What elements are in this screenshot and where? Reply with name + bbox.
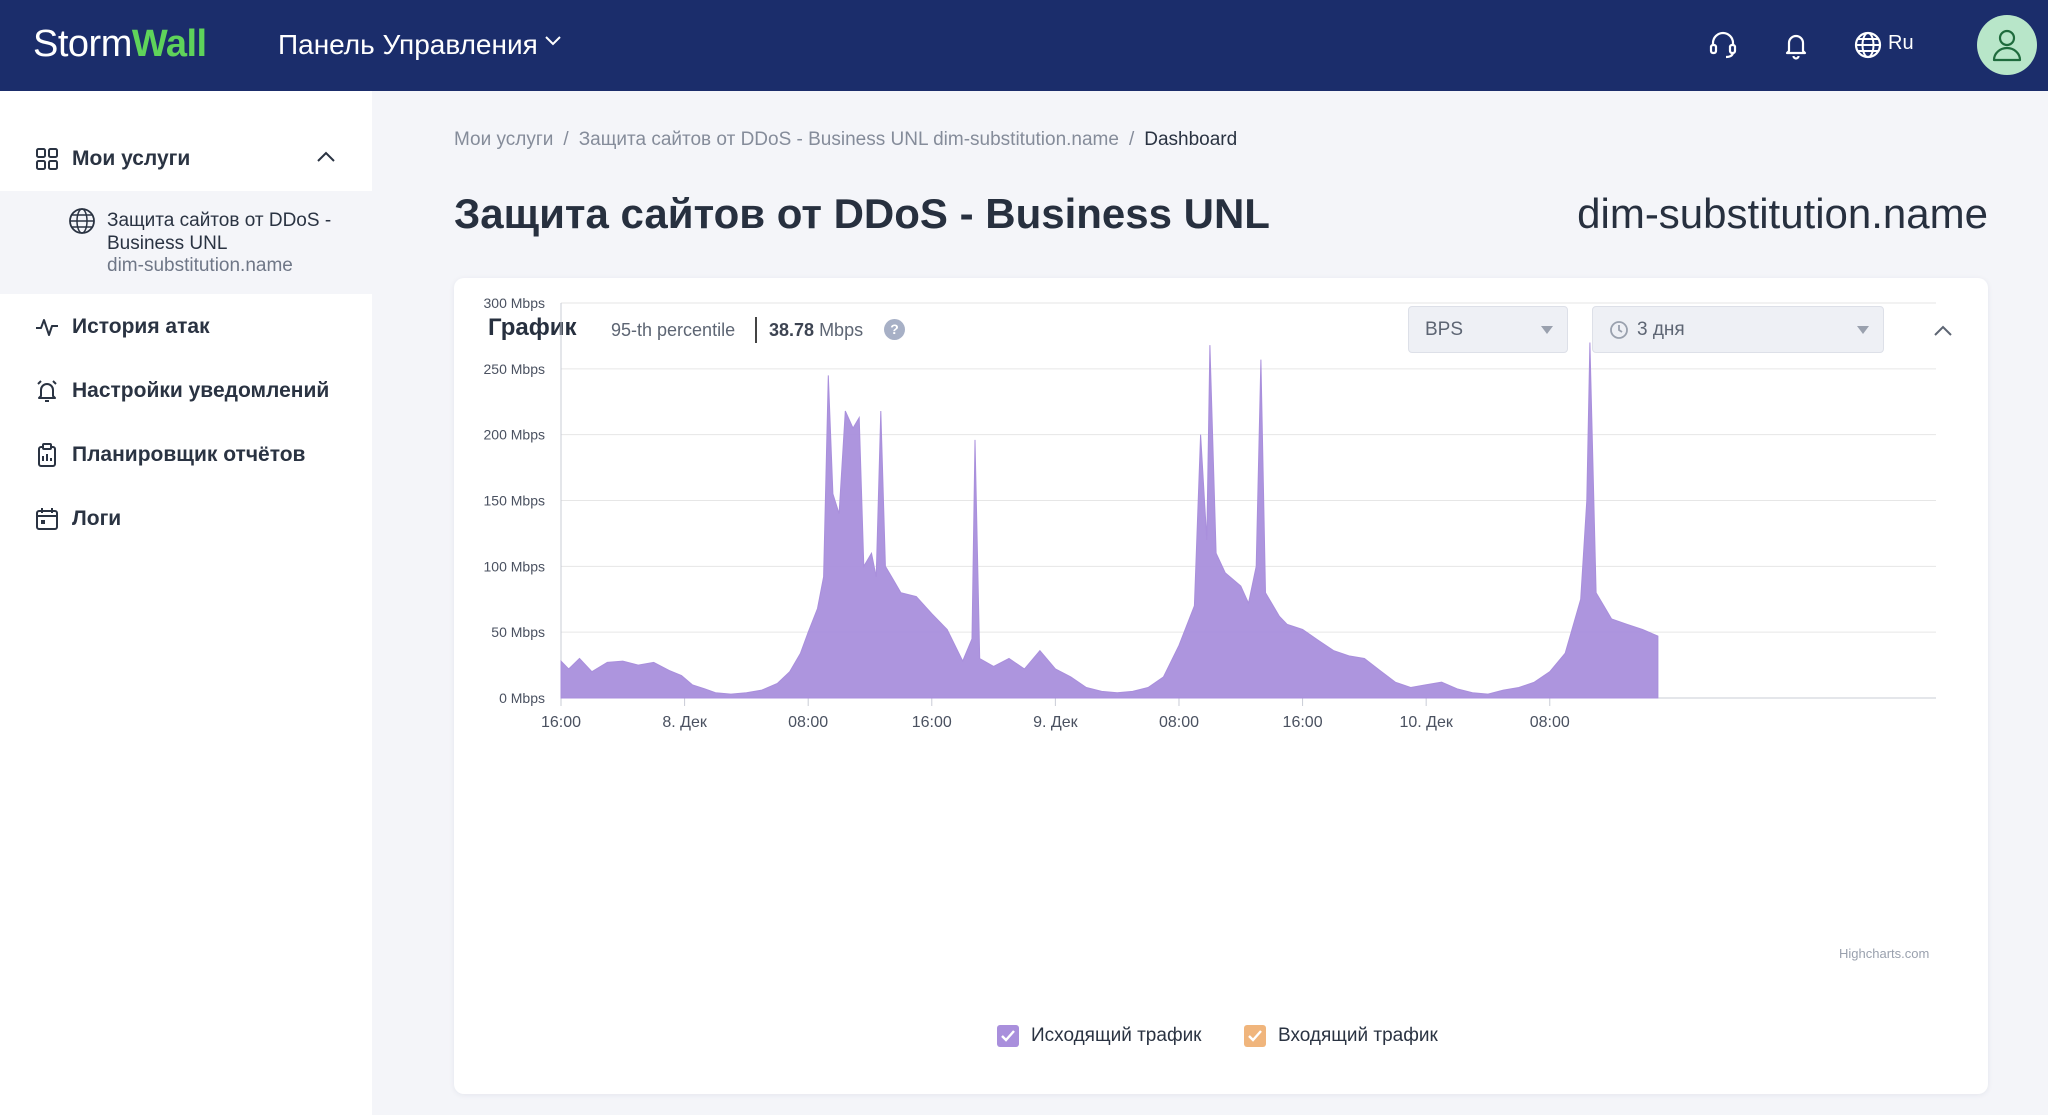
x-tick-label: 9. Дек [1033, 714, 1079, 731]
sidebar-item-label: Планировщик отчётов [72, 443, 306, 466]
dropdown-arrow-icon [1541, 326, 1553, 334]
bell-settings-icon [37, 380, 57, 402]
dropdown-arrow-icon [1857, 326, 1869, 334]
x-tick-label: 16:00 [541, 714, 581, 731]
legend-label: Исходящий трафик [1031, 1025, 1202, 1046]
checkbox-checked-icon[interactable] [997, 1025, 1019, 1047]
clock-icon [1610, 321, 1628, 339]
y-tick-label: 300 Mbps [484, 295, 545, 311]
x-tick-label: 08:00 [1530, 714, 1570, 731]
sidebar: Мои услуги Защита сайтов от DDoS - Busin… [0, 91, 372, 1115]
page-domain: dim-substitution.name [1577, 190, 1988, 237]
traffic-chart-card: График 95-th percentile 38.78 Mbps ? BPS… [454, 278, 1988, 1094]
clipboard-icon [38, 443, 56, 467]
user-icon [1992, 29, 2022, 62]
service-domain: dim-substitution.name [107, 255, 293, 276]
breadcrumb-current: Dashboard [1144, 129, 1238, 150]
panel-switcher-label[interactable]: Панель Управления [278, 29, 538, 60]
sidebar-item-logs[interactable]: Логи [0, 498, 372, 538]
logo-wall-text: Wall [131, 23, 207, 65]
breadcrumb-separator: / [1128, 129, 1135, 150]
help-icon[interactable]: ? [884, 319, 905, 340]
y-tick-label: 200 Mbps [484, 427, 545, 443]
x-tick-label: 10. Дек [1399, 714, 1453, 731]
breadcrumb-item[interactable]: Защита сайтов от DDoS - Business UNL dim… [578, 129, 1119, 150]
bell-icon[interactable] [1779, 28, 1813, 62]
checkbox-checked-icon[interactable] [1244, 1025, 1266, 1047]
x-tick-label: 8. Дек [662, 714, 708, 731]
grid-icon [36, 148, 58, 170]
sidebar-item-my-services[interactable]: Мои услуги [0, 138, 372, 178]
sidebar-service-item[interactable]: Защита сайтов от DDoS - Business UNL dim… [0, 191, 372, 294]
language-selector[interactable]: Ru [1888, 32, 1914, 54]
y-tick-label: 150 Mbps [484, 493, 545, 509]
sidebar-item-label: Настройки уведомлений [72, 379, 330, 402]
sidebar-item-notification-settings[interactable]: Настройки уведомлений [0, 370, 372, 410]
sidebar-item-label: Логи [72, 507, 122, 530]
period-select[interactable]: 3 дня [1592, 306, 1884, 353]
x-tick-label: 08:00 [788, 714, 828, 731]
y-tick-label: 100 Mbps [484, 558, 545, 574]
chart-credits[interactable]: Highcharts.com [1839, 946, 1930, 961]
top-header: StormWall Панель Управления Ru [0, 0, 2048, 91]
period-select-value: 3 дня [1637, 319, 1685, 340]
globe-icon[interactable] [1851, 28, 1885, 62]
x-tick-label: 16:00 [912, 714, 952, 731]
x-tick-label: 08:00 [1159, 714, 1199, 731]
sidebar-item-label: История атак [72, 315, 210, 338]
metric-select-value: BPS [1425, 319, 1464, 340]
card-title: График [488, 314, 577, 341]
breadcrumb-item[interactable]: Мои услуги [454, 129, 554, 150]
y-tick-label: 250 Mbps [484, 361, 545, 377]
percentile-value: 38.78 Mbps [769, 320, 863, 341]
chevron-up-icon[interactable] [316, 150, 336, 164]
y-tick-label: 50 Mbps [491, 624, 545, 640]
sidebar-item-label: Мои услуги [72, 147, 191, 170]
calendar-icon [36, 508, 58, 530]
breadcrumb: Мои услуги / Защита сайтов от DDoS - Busin… [454, 129, 1237, 151]
service-name: Защита сайтов от DDoS - Business UNL [107, 210, 332, 254]
www-globe-icon [69, 208, 95, 234]
traffic-area-chart: 0 Mbps 50 Mbps 100 Mbps 150 Mbps 200 Mbps 250… [484, 295, 1936, 731]
percentile-unit: Mbps [819, 320, 864, 340]
pulse-icon [36, 319, 58, 336]
sidebar-item-report-scheduler[interactable]: Планировщик отчётов [0, 434, 372, 474]
chevron-up-icon[interactable] [1932, 323, 1954, 337]
page-title: Защита сайтов от DDoS - Business UNL [454, 190, 1270, 237]
avatar[interactable] [1977, 15, 2037, 75]
headset-icon[interactable] [1706, 28, 1740, 62]
percentile-divider [755, 317, 757, 343]
breadcrumb-separator: / [563, 129, 569, 150]
percentile-number: 38.78 [769, 320, 815, 340]
metric-select[interactable]: BPS [1408, 306, 1568, 353]
chevron-down-icon[interactable] [544, 35, 562, 47]
x-tick-label: 16:00 [1283, 714, 1323, 731]
percentile-label: 95-th percentile [611, 320, 736, 340]
logo-storm-text: Storm [33, 23, 132, 65]
series-area [560, 342, 1659, 699]
y-tick-label: 0 Mbps [499, 690, 545, 706]
logo[interactable]: StormWall [33, 23, 207, 66]
legend-label: Входящий трафик [1278, 1025, 1438, 1046]
sidebar-item-attack-history[interactable]: История атак [0, 306, 372, 346]
